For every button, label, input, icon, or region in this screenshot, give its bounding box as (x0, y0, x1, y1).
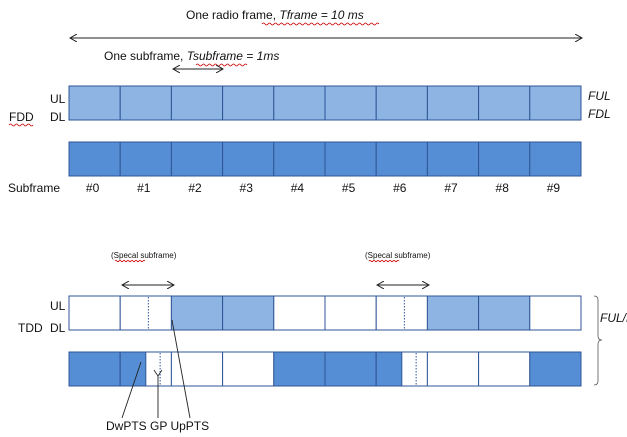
subframe-number: #6 (393, 181, 407, 195)
tdd-dl-subframe (324, 351, 377, 387)
tdd-frequency-label: FUL/DL (600, 311, 627, 325)
uppts-pointer (171, 319, 191, 419)
fdd-dl-subframe (426, 141, 480, 177)
fdd-ul-subframe (68, 85, 121, 121)
tdd-ul-subframe (170, 295, 224, 331)
spellcheck-underline (195, 63, 248, 67)
tdd-ul-subframe (375, 295, 428, 331)
fdd-ul-subframe (529, 85, 582, 121)
tdd-dl-subframe (426, 351, 480, 387)
tdd-dl-subframe (68, 351, 121, 387)
dwpts-pointer (121, 361, 142, 419)
subframe-number: #4 (291, 181, 305, 195)
fdd-ul-subframe (324, 85, 377, 121)
subframe-number: #7 (444, 181, 458, 195)
tdd-ul-subframe (68, 295, 121, 331)
spellcheck-underline (261, 22, 380, 26)
tdd-ul-subframe (529, 295, 582, 331)
tdd-ul-subframe (222, 295, 275, 331)
fdd-dl-subframe (119, 141, 172, 177)
spellcheck-underline (368, 259, 400, 263)
tdd-ul-subframe (478, 295, 531, 331)
tdd-dl-subframe (222, 351, 275, 387)
fdd-dl-subframe (375, 141, 428, 177)
fdd-dl-subframe (324, 141, 377, 177)
fdd-dl-label: DL (50, 110, 66, 124)
special-subframe-label-2: (Specal subframe) (365, 251, 431, 260)
tdd-ul-subframe (273, 295, 326, 331)
dwpts-segment (119, 351, 147, 387)
fdd-fdl-label: FDL (588, 107, 611, 121)
tdd-ul-subframe (119, 295, 172, 331)
tdd-ul-row (68, 295, 582, 331)
radio-frame-title: One radio frame, Tframe = 10 ms (186, 8, 364, 22)
fdd-ul-label: UL (50, 92, 66, 106)
fdd-ul-subframe (119, 85, 172, 121)
dwpts-gp-uppts-label: DwPTS GP UpPTS (106, 419, 209, 433)
fdd-ful-label: FUL (588, 89, 611, 103)
subframe-duration-label: One subframe, Tsubframe = 1ms (104, 49, 279, 63)
fdd-dl-subframe (222, 141, 275, 177)
fdd-label: FDD (9, 110, 34, 124)
spellcheck-underline (114, 259, 146, 263)
dwpts-segment (375, 351, 403, 387)
tdd-ul-subframe (426, 295, 480, 331)
fdd-dl-subframe (478, 141, 531, 177)
tdd-ul-label: UL (50, 299, 66, 313)
tdd-dl-label: DL (50, 321, 66, 335)
subframe-number: #8 (496, 181, 510, 195)
fdd-ul-subframe (375, 85, 428, 121)
fdd-dl-row (68, 141, 582, 177)
subframe-number: #3 (240, 181, 254, 195)
tdd-dl-row (68, 351, 582, 387)
tdd-dl-subframe (273, 351, 326, 387)
tdd-label: TDD (18, 321, 43, 335)
subframe-number: #0 (86, 181, 100, 195)
fdd-dl-subframe (273, 141, 326, 177)
subframe-number: #2 (188, 181, 202, 195)
tdd-ul-subframe (324, 295, 377, 331)
tdd-dl-subframe (529, 351, 582, 387)
fdd-dl-subframe (68, 141, 121, 177)
special-subframe-label-1: (Specal subframe) (111, 251, 177, 260)
fdd-dl-subframe (170, 141, 224, 177)
spellcheck-underline (8, 123, 34, 127)
subframe-numbers: #0 #1 #2 #3 #4 #5 #6 #7 #8 #9 (86, 181, 560, 195)
tdd-dl-subframe (478, 351, 531, 387)
tdd-frequency-brace (593, 295, 603, 386)
gp-marker (153, 369, 163, 377)
subframe-number: #1 (137, 181, 151, 195)
fdd-ul-subframe (222, 85, 275, 121)
fdd-ul-subframe (478, 85, 531, 121)
subframe-number: #9 (547, 181, 561, 195)
fdd-ul-subframe (273, 85, 326, 121)
subframe-number: #5 (342, 181, 356, 195)
fdd-ul-subframe (426, 85, 480, 121)
fdd-ul-subframe (170, 85, 224, 121)
fdd-dl-subframe (529, 141, 582, 177)
tdd-dl-subframe (170, 351, 224, 387)
fdd-ul-row (68, 85, 582, 121)
subframe-row-label: Subframe (8, 181, 60, 195)
